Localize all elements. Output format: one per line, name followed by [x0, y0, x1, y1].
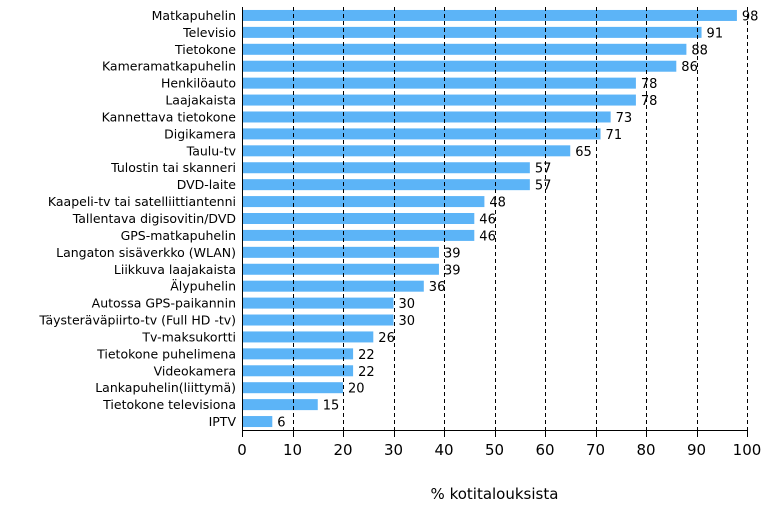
value-label: 22 [358, 348, 375, 363]
bar [242, 196, 485, 208]
bars-group [242, 9, 737, 428]
category-label: Tietokone puhelimena [96, 346, 236, 361]
value-label: 26 [378, 331, 395, 346]
bar [242, 128, 601, 140]
bar [242, 314, 394, 326]
bar [242, 179, 530, 191]
category-label: Lankapuhelin(liittymä) [95, 380, 236, 395]
value-label: 36 [429, 280, 446, 295]
x-tick-label: 0 [237, 441, 247, 459]
x-tick-label: 20 [333, 441, 352, 459]
category-label: Tietokone televisiona [102, 397, 236, 412]
bar [242, 145, 571, 157]
category-label: Älypuhelin [170, 279, 236, 294]
category-label: Kaapeli-tv tai satelliittiantenni [48, 194, 236, 209]
category-label: Taulu-tv [186, 143, 237, 158]
category-label: Langaton sisäverkko (WLAN) [56, 245, 236, 260]
value-label: 88 [691, 43, 708, 58]
x-tick-label: 100 [733, 441, 762, 459]
value-label: 91 [707, 26, 724, 41]
x-tick-label: 90 [687, 441, 706, 459]
value-label: 57 [535, 179, 552, 194]
value-label: 30 [399, 314, 416, 329]
category-label: Televisio [182, 25, 236, 40]
value-label: 78 [641, 94, 658, 109]
category-label: Tulostin tai skanneri [110, 160, 236, 175]
bar [242, 365, 354, 377]
bar [242, 280, 424, 292]
bar [242, 94, 636, 106]
category-label: IPTV [209, 414, 237, 429]
x-tick-label: 10 [283, 441, 302, 459]
bar [242, 297, 394, 309]
bar [242, 26, 702, 38]
category-label: Henkilöauto [161, 76, 236, 91]
value-label: 46 [479, 229, 496, 244]
bar [242, 382, 343, 394]
value-label: 22 [358, 365, 375, 380]
value-label: 78 [641, 77, 658, 92]
category-label: Matkapuhelin [152, 8, 236, 23]
value-label: 6 [277, 416, 285, 431]
category-label: Täysteräväpiirto-tv (Full HD -tv) [38, 313, 236, 328]
value-label: 65 [575, 145, 592, 160]
x-tick-label: 80 [636, 441, 655, 459]
bar [242, 263, 439, 275]
value-label: 98 [742, 9, 759, 24]
x-axis-title: % kotitalouksista [431, 485, 559, 503]
category-labels-group: Matkapuhelin Televisio Tietokone Kameramatk… [38, 8, 236, 429]
value-label: 15 [323, 399, 340, 414]
category-label: Liikkuva laajakaista [114, 262, 236, 277]
bar [242, 111, 611, 123]
value-label: 73 [616, 111, 633, 126]
bar [242, 229, 475, 241]
bar [242, 213, 475, 224]
category-label: Autossa GPS-paikannin [92, 296, 236, 311]
bar [242, 162, 530, 174]
bar [242, 348, 354, 360]
x-tick-label: 40 [434, 441, 453, 459]
category-label: Videokamera [154, 363, 236, 378]
category-label: Digikamera [164, 126, 236, 141]
value-label: 39 [444, 246, 461, 261]
value-label: 48 [489, 196, 506, 211]
gridlines-group [293, 7, 748, 430]
bar [242, 416, 273, 428]
x-tick-label: 50 [485, 441, 504, 459]
x-axis: 0 10 20 30 40 50 60 70 80 90 100 [237, 7, 761, 459]
bar [242, 43, 687, 55]
bar [242, 77, 636, 89]
value-label: 71 [606, 128, 623, 143]
x-tick-label: 60 [535, 441, 554, 459]
x-tick-label: 70 [586, 441, 605, 459]
bar [242, 399, 318, 411]
bar [242, 246, 439, 258]
bar [242, 60, 677, 72]
bar [242, 331, 374, 343]
category-label: Tv-maksukortti [141, 329, 236, 344]
category-label: DVD-laite [177, 177, 237, 192]
category-label: GPS-matkapuhelin [121, 228, 236, 243]
category-label: Tietokone [174, 42, 236, 57]
value-label: 39 [444, 263, 461, 278]
category-label: Laajakaista [165, 93, 236, 108]
x-tick-label: 30 [384, 441, 403, 459]
category-label: Kannettava tietokone [102, 109, 237, 124]
value-label: 86 [681, 60, 698, 75]
value-label: 30 [399, 297, 416, 312]
bar [242, 9, 737, 21]
value-label: 46 [479, 213, 496, 228]
category-label: Kameramatkapuhelin [102, 59, 236, 74]
value-label: 57 [535, 162, 552, 177]
category-label: Tallentava digisovitin/DVD [72, 211, 236, 226]
value-label: 20 [348, 382, 365, 397]
